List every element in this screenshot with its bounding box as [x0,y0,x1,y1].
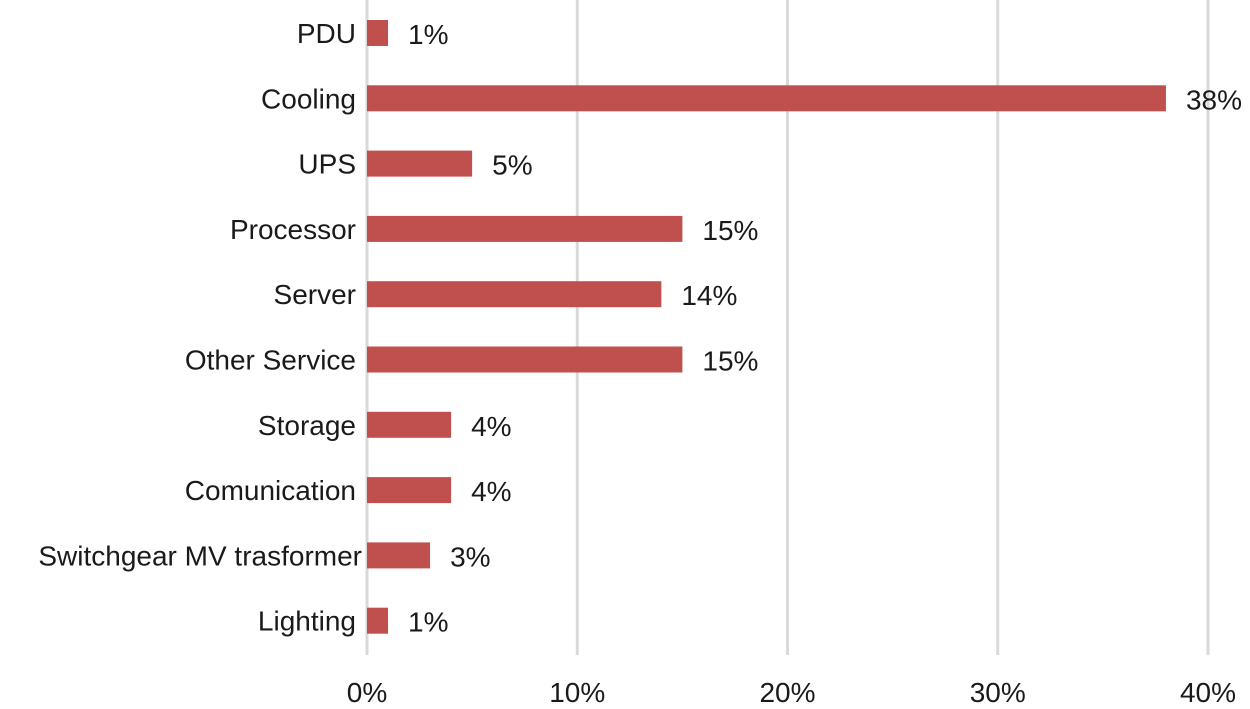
category-label: Storage [258,410,356,441]
bar [367,281,662,308]
x-tick-label: 20% [759,677,815,708]
bar [367,477,452,504]
data-label: 14% [681,280,737,311]
category-label: Comunication [185,475,356,506]
x-tick-label: 40% [1180,677,1236,708]
category-label: Cooling [261,83,356,114]
bar [367,542,431,569]
data-label: 3% [450,541,490,572]
x-tick-label: 30% [970,677,1026,708]
bars [367,20,1166,634]
category-label: Other Service [185,345,356,376]
data-label: 15% [702,346,758,377]
bar [367,150,473,177]
x-tick-label: 0% [347,677,387,708]
value-labels: 1% 38% 5% 15% 14% 15% 4% 4% 3% 1% [408,19,1242,638]
bar [367,20,389,46]
category-label: UPS [298,149,356,180]
data-label: 4% [471,476,511,507]
category-label: Server [274,279,356,310]
category-label: Processor [230,214,356,245]
x-axis-tick-labels: 0% 10% 20% 30% 40% [347,677,1236,708]
category-label: Switchgear MV trasformer [38,540,362,571]
category-label: Lighting [258,606,356,637]
bar [367,607,389,634]
x-tick-label: 10% [549,677,605,708]
data-label: 5% [492,150,532,181]
data-label: 15% [702,215,758,246]
bar [367,85,1166,112]
data-label: 1% [408,607,448,638]
bar [367,346,683,373]
data-label: 38% [1186,84,1242,115]
category-labels: PDU Cooling UPS Processor Server Other Servic… [38,18,362,637]
category-label: PDU [297,18,356,49]
data-label: 4% [471,411,511,442]
data-label: 1% [408,19,448,50]
bar [367,411,452,438]
bar [367,215,683,242]
